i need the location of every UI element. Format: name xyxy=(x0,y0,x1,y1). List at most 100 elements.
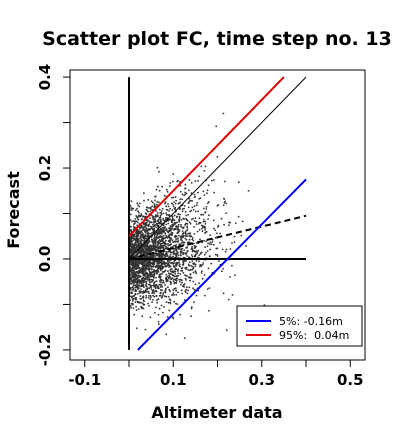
scatter-point xyxy=(159,283,162,286)
scatter-point xyxy=(193,255,196,258)
scatter-point xyxy=(130,207,133,209)
scatter-point xyxy=(141,232,144,235)
scatter-point xyxy=(154,220,157,223)
scatter-point xyxy=(181,230,184,233)
scatter-point xyxy=(129,219,132,221)
scatter-point xyxy=(148,239,151,242)
scatter-point xyxy=(134,218,137,220)
scatter-point xyxy=(214,229,217,232)
scatter-point xyxy=(162,224,165,227)
scatter-point xyxy=(162,293,165,296)
scatter-point xyxy=(225,212,228,215)
scatter-point xyxy=(206,189,209,192)
scatter-point xyxy=(176,241,179,243)
scatter-point xyxy=(168,265,171,267)
scatter-point xyxy=(158,208,161,211)
scatter-point xyxy=(231,242,233,244)
scatter-point xyxy=(148,280,151,283)
scatter-point xyxy=(206,250,209,252)
scatter-point xyxy=(150,248,153,251)
scatter-point xyxy=(187,256,190,259)
scatter-point xyxy=(186,229,188,232)
scatter-point xyxy=(144,264,146,266)
scatter-point xyxy=(177,179,179,182)
scatter-point xyxy=(224,250,227,253)
scatter-point xyxy=(143,272,146,275)
scatter-point xyxy=(175,256,178,259)
scatter-point xyxy=(197,191,199,194)
scatter-point xyxy=(182,252,184,255)
scatter-point xyxy=(136,277,139,280)
scatter-point xyxy=(142,281,145,283)
scatter-point xyxy=(144,252,147,255)
scatter-point xyxy=(217,224,220,227)
scatter-point xyxy=(155,289,157,292)
scatter-point xyxy=(203,218,205,221)
scatter-point xyxy=(156,224,159,227)
scatter-point xyxy=(169,225,172,227)
scatter-point xyxy=(178,263,181,266)
scatter-point xyxy=(192,271,195,274)
scatter-point xyxy=(186,246,188,249)
scatter-point xyxy=(211,241,214,243)
scatter-point xyxy=(159,254,162,257)
scatter-point xyxy=(197,210,200,213)
scatter-point xyxy=(136,207,138,210)
scatter-point xyxy=(134,246,137,249)
scatter-point xyxy=(150,296,152,299)
scatter-point xyxy=(162,311,164,314)
scatter-point xyxy=(168,230,171,233)
scatter-point xyxy=(199,238,201,241)
scatter-point xyxy=(157,313,160,316)
scatter-point xyxy=(202,190,205,193)
scatter-point xyxy=(169,269,172,272)
scatter-point xyxy=(237,181,240,184)
scatter-point xyxy=(152,299,154,301)
scatter-point xyxy=(182,236,184,239)
scatter-point xyxy=(184,183,187,186)
scatter-point xyxy=(168,288,171,291)
scatter-point xyxy=(182,217,185,220)
scatter-point xyxy=(225,329,228,332)
scatter-point xyxy=(140,243,143,246)
scatter-point xyxy=(137,292,139,295)
scatter-point xyxy=(136,286,139,289)
scatter-point xyxy=(169,253,172,256)
scatter-point xyxy=(138,250,141,253)
scatter-point xyxy=(148,266,151,269)
scatter-point xyxy=(165,333,168,336)
scatter-point xyxy=(160,213,163,216)
scatter-point xyxy=(153,237,156,240)
line-identity xyxy=(128,76,307,260)
scatter-point xyxy=(223,198,226,200)
scatter-point xyxy=(137,308,140,310)
scatter-point xyxy=(131,280,134,283)
scatter-point xyxy=(143,247,145,249)
scatter-point xyxy=(166,190,169,193)
scatter-point xyxy=(181,198,183,201)
scatter-point xyxy=(168,214,170,217)
scatter-point xyxy=(144,234,147,237)
scatter-point xyxy=(145,264,148,267)
scatter-point xyxy=(187,241,190,243)
scatter-point xyxy=(160,304,163,307)
scatter-point xyxy=(149,284,152,287)
scatter-point xyxy=(140,218,143,221)
scatter-point xyxy=(216,204,219,207)
scatter-point xyxy=(180,289,183,292)
scatter-point xyxy=(213,244,215,246)
scatter-point xyxy=(225,248,228,251)
scatter-point xyxy=(133,235,135,238)
scatter-point xyxy=(178,243,181,246)
scatter-point xyxy=(158,217,161,219)
scatter-point xyxy=(191,238,194,241)
scatter-point xyxy=(160,264,163,266)
scatter-point xyxy=(137,241,140,244)
scatter-point xyxy=(137,229,140,232)
scatter-point xyxy=(172,173,175,175)
scatter-point xyxy=(178,278,181,281)
scatter-point xyxy=(192,209,195,211)
scatter-point xyxy=(179,201,181,204)
scatter-point xyxy=(133,313,136,316)
scatter-point xyxy=(188,197,191,200)
